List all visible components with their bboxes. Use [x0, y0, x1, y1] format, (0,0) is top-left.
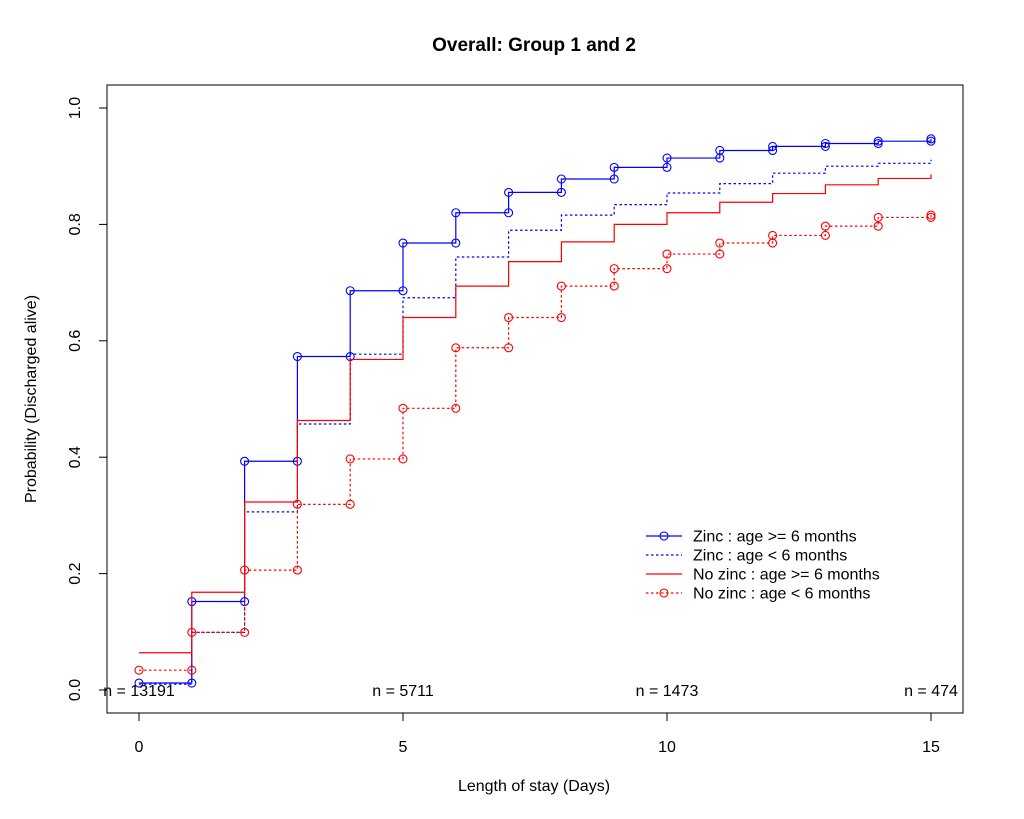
series-4-point — [662, 249, 672, 259]
series-4-point — [240, 565, 250, 575]
series-1-point — [820, 141, 830, 151]
x-tick-label: 5 — [399, 739, 408, 756]
legend-entry-1: Zinc : age >= 6 months — [693, 529, 857, 546]
series-1-point — [240, 456, 250, 466]
series-4-point — [187, 665, 197, 675]
series-4-point — [345, 499, 355, 509]
series-4-point — [345, 454, 355, 464]
at-risk-label: n = 13191 — [103, 683, 175, 700]
series-4-point — [398, 403, 408, 413]
series-1-point — [768, 141, 778, 151]
series-4-point — [556, 281, 566, 291]
series-1-point — [398, 286, 408, 296]
series-4-point — [292, 565, 302, 575]
series-1-point — [662, 162, 672, 172]
series-4-point — [240, 627, 250, 637]
series-4-point — [662, 264, 672, 274]
series-4-point — [873, 221, 883, 231]
series-4-point — [556, 312, 566, 323]
series-4-point — [768, 230, 778, 241]
legend-marker-1 — [659, 531, 669, 541]
series-1-point — [873, 136, 883, 146]
series-1-point — [134, 678, 144, 688]
y-axis: 0.0 0.2 0.4 0.6 0.8 1.0 — [67, 97, 108, 701]
legend-entry-4: No zinc : age < 6 months — [693, 586, 870, 603]
series-layer — [134, 134, 936, 688]
series-4-point — [715, 238, 725, 248]
legend: Zinc : age >= 6 months Zinc : age < 6 mon… — [646, 529, 880, 603]
series-4-point — [820, 221, 830, 231]
series-1-point — [187, 678, 197, 688]
series-1-point — [926, 136, 936, 146]
series-line-4 — [139, 215, 932, 671]
series-1-point — [715, 145, 725, 156]
series-4-point — [504, 312, 514, 323]
chart-title: Overall: Group 1 and 2 — [432, 35, 636, 56]
y-tick-label: 0.2 — [67, 562, 84, 584]
x-axis: 0 5 10 15 — [135, 712, 940, 756]
y-axis-label: Probability (Discharged alive) — [23, 295, 40, 503]
series-1-point — [504, 187, 514, 197]
series-4-point — [820, 230, 830, 241]
series-4-point — [134, 665, 144, 675]
series-1-point — [398, 238, 408, 248]
at-risk-label: n = 474 — [904, 683, 958, 700]
legend-entry-2: Zinc : age < 6 months — [693, 548, 847, 565]
series-4-point — [926, 210, 936, 220]
series-1-point — [345, 286, 355, 296]
series-4-point — [504, 343, 514, 353]
series-1-point — [451, 238, 461, 248]
series-1-point — [820, 138, 830, 149]
series-1-point — [556, 174, 566, 184]
series-line-2 — [139, 159, 932, 685]
series-1-point — [556, 187, 566, 197]
series-1-point — [292, 351, 302, 362]
series-4-point — [451, 403, 461, 413]
x-tick-label: 10 — [658, 739, 676, 756]
series-4-point — [398, 454, 408, 464]
series-1-point — [451, 208, 461, 218]
series-4-point — [609, 264, 619, 274]
x-tick-label: 0 — [135, 739, 144, 756]
series-4-point — [451, 343, 461, 353]
series-1-point — [609, 162, 619, 172]
series-4-point — [715, 249, 725, 259]
series-4-point — [873, 212, 883, 222]
series-4-point — [292, 499, 302, 509]
y-tick-label: 0.4 — [67, 446, 84, 468]
x-tick-label: 15 — [922, 739, 940, 756]
at-risk-layer: n = 13191 n = 5711 n = 1473 n = 474 — [103, 683, 958, 700]
at-risk-label: n = 1473 — [636, 683, 699, 700]
series-line-3 — [139, 174, 932, 654]
y-tick-label: 0.6 — [67, 330, 84, 352]
series-1-point — [873, 138, 883, 149]
y-tick-label: 0.0 — [67, 679, 84, 701]
legend-marker-4 — [659, 588, 669, 598]
series-1-point — [609, 174, 619, 184]
series-1-point — [504, 208, 514, 218]
series-4-point — [187, 627, 197, 637]
series-1-point — [662, 153, 672, 163]
at-risk-label: n = 5711 — [372, 683, 434, 700]
series-1-point — [768, 145, 778, 156]
plot-frame — [106, 84, 964, 714]
legend-entry-3: No zinc : age >= 6 months — [693, 567, 880, 584]
x-axis-label: Length of stay (Days) — [458, 778, 610, 795]
series-4-point — [609, 281, 619, 291]
series-4-point — [926, 212, 936, 222]
y-tick-label: 0.8 — [67, 213, 84, 235]
series-1-point — [926, 134, 936, 144]
y-tick-label: 1.0 — [67, 97, 84, 119]
